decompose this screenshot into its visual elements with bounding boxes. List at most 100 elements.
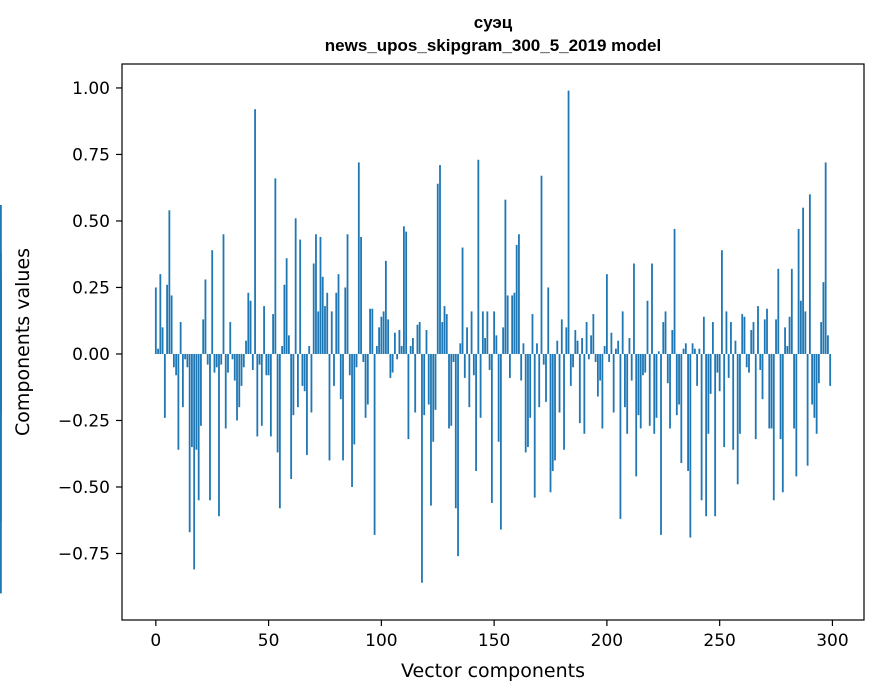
bar-112 — [407, 353, 410, 440]
bar-279 — [784, 327, 786, 354]
bar-39 — [242, 353, 245, 368]
bar-176 — [551, 353, 554, 472]
y-tick-label: 0.75 — [72, 145, 110, 165]
bar-undefined — [0, 279, 2, 354]
bar-247 — [711, 322, 714, 354]
bar-69 — [310, 353, 313, 413]
bar-76 — [326, 292, 329, 354]
bar-266 — [754, 353, 757, 440]
bar-158 — [511, 295, 514, 354]
bar-212 — [633, 263, 635, 354]
bar-10 — [177, 353, 180, 450]
bar-256 — [732, 353, 735, 450]
bar-156 — [506, 295, 509, 354]
bar-232 — [678, 353, 680, 405]
bar-8 — [172, 353, 175, 368]
bar-226 — [664, 311, 667, 354]
bar-6 — [168, 210, 171, 354]
bar-117 — [418, 322, 421, 354]
bar-296 — [822, 282, 825, 354]
y-axis-label: Components values — [12, 248, 34, 436]
bar-171 — [540, 175, 543, 354]
x-tick-label: 50 — [258, 631, 280, 651]
bar-135 — [459, 343, 462, 354]
x-tick-label: 100 — [365, 631, 397, 651]
bar-287 — [802, 207, 804, 354]
plot-frame — [121, 63, 865, 621]
bar-244 — [705, 353, 708, 517]
y-axis: −0.75 −0.50 −0.25 0.00 0.25 0.50 0.75 1.00 — [58, 79, 122, 564]
bar-276 — [777, 268, 780, 354]
bar-130 — [448, 353, 450, 429]
bar-28 — [218, 353, 220, 517]
bar-94 — [366, 353, 369, 405]
bar-222 — [655, 353, 658, 418]
bar-118 — [421, 353, 423, 583]
bar-148 — [488, 353, 491, 370]
bar-220 — [651, 263, 653, 354]
bar-103 — [387, 319, 390, 354]
bar-218 — [646, 300, 649, 354]
bar-121 — [427, 353, 430, 405]
bar-208 — [624, 353, 626, 408]
bar-187 — [576, 340, 579, 354]
bar-201 — [608, 353, 611, 362]
bar-59 — [287, 335, 290, 354]
bar-2 — [159, 274, 162, 354]
bar-80 — [335, 292, 338, 354]
bar-72 — [317, 311, 320, 354]
bar-281 — [788, 316, 791, 354]
bar-241 — [698, 348, 701, 354]
bar-181 — [563, 353, 565, 450]
bar-271 — [766, 308, 768, 354]
bar-211 — [630, 353, 633, 381]
bar-114 — [412, 338, 414, 354]
bar-159 — [513, 292, 516, 354]
bar-173 — [545, 353, 547, 402]
bar-298 — [827, 335, 829, 354]
bar-216 — [642, 353, 644, 376]
bar-224 — [660, 353, 662, 535]
bar-151 — [495, 335, 498, 354]
bar-228 — [669, 353, 671, 429]
bar-252 — [723, 353, 726, 448]
bar-265 — [752, 322, 755, 354]
bar-149 — [490, 353, 493, 503]
bar-217 — [644, 353, 647, 373]
bar-133 — [454, 353, 457, 509]
bar-45 — [256, 353, 259, 437]
bar-99 — [378, 327, 380, 354]
bar-91 — [360, 236, 362, 354]
bar-30 — [222, 234, 225, 354]
bar-40 — [245, 340, 247, 354]
bar-73 — [319, 236, 322, 354]
bar-75 — [324, 306, 326, 354]
y-tick-label: 0.25 — [72, 278, 110, 298]
bar-142 — [475, 353, 477, 472]
bar-290 — [808, 194, 811, 354]
bar-163 — [522, 343, 525, 354]
y-tick-label: 0.50 — [72, 212, 110, 232]
bar-293 — [815, 353, 818, 434]
bar-43 — [251, 353, 254, 370]
bar-47 — [260, 353, 263, 426]
bar-183 — [567, 90, 570, 354]
bar-68 — [308, 345, 311, 354]
bar-147 — [486, 311, 489, 354]
bar-291 — [811, 353, 814, 405]
bar-128 — [443, 306, 446, 354]
bar-104 — [389, 353, 392, 378]
bar-35 — [233, 353, 236, 381]
bar-37 — [238, 353, 241, 408]
bar-234 — [682, 348, 685, 354]
bar-44 — [254, 109, 256, 354]
bar-278 — [781, 353, 784, 493]
bar-299 — [829, 353, 832, 386]
bar-51 — [269, 353, 272, 437]
bar-81 — [337, 274, 340, 354]
bar-138 — [466, 327, 468, 354]
bar-12 — [181, 353, 184, 408]
bar-127 — [441, 322, 444, 354]
x-axis-label: Vector components — [401, 660, 585, 682]
